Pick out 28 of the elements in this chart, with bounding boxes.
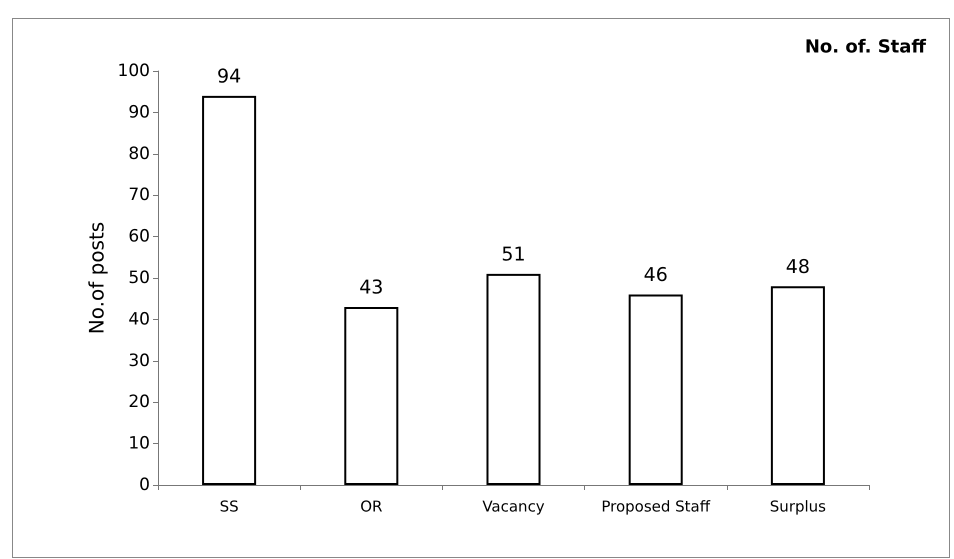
x-tick-label: SS <box>220 498 239 516</box>
y-tick-label: 90 <box>128 102 150 122</box>
x-tick-label: OR <box>360 498 382 516</box>
bar <box>770 286 825 485</box>
y-tick-label: 60 <box>128 226 150 247</box>
bar <box>344 306 398 485</box>
y-tick-label: 0 <box>139 475 150 495</box>
y-tick-label: 40 <box>128 309 150 330</box>
data-label: 46 <box>644 264 668 286</box>
y-tick-label: 50 <box>128 268 150 288</box>
data-label: 43 <box>359 276 384 298</box>
y-tick-label: 100 <box>118 61 150 81</box>
x-tick-label: Vacancy <box>482 498 545 516</box>
bar <box>628 294 683 485</box>
y-tick-label: 10 <box>128 434 150 454</box>
y-tick-label: 80 <box>128 144 150 164</box>
data-label: 51 <box>501 243 526 266</box>
y-axis-title: No.of posts <box>84 222 109 334</box>
y-tick-label: 70 <box>128 185 150 206</box>
y-tick-label: 30 <box>128 350 150 371</box>
x-tick-label: Surplus <box>770 498 826 516</box>
bar <box>486 274 541 485</box>
y-tick-label: 20 <box>128 392 150 412</box>
chart-title: No. of. Staff <box>804 36 926 58</box>
data-label: 94 <box>217 65 242 88</box>
data-label: 48 <box>786 256 810 278</box>
bar <box>202 96 256 485</box>
x-tick-label: Proposed Staff <box>601 498 711 516</box>
